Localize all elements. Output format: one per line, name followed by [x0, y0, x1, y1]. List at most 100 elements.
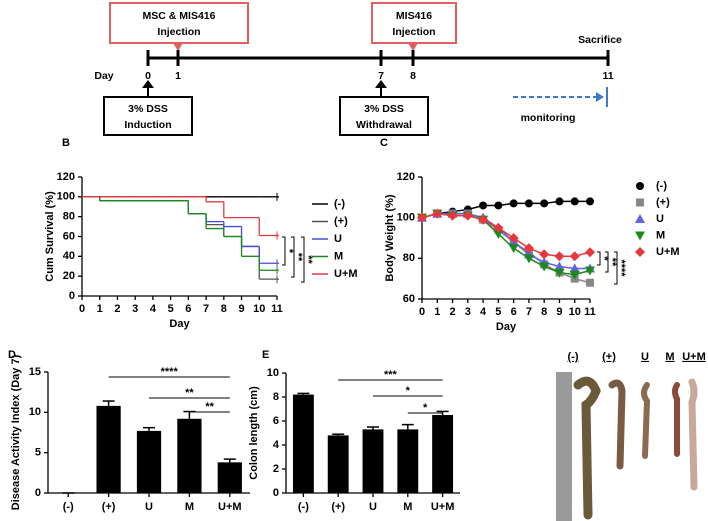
x-tick-label: 10	[569, 306, 581, 318]
y-tick-label: 20	[63, 270, 75, 282]
significance: **	[606, 258, 618, 267]
x-tick-label: M	[185, 501, 194, 513]
legend-label: (-)	[334, 198, 345, 210]
marker	[635, 231, 645, 241]
marker	[494, 201, 503, 210]
y-tick-label: 0	[69, 290, 75, 302]
series-line	[421, 212, 591, 276]
marker	[585, 266, 595, 276]
photo-label: U+M	[682, 351, 706, 363]
significance: *	[283, 249, 295, 254]
day: 0	[145, 70, 151, 82]
x-tick-label: 8	[221, 303, 227, 315]
significance: ****	[161, 366, 179, 378]
day: 11	[602, 70, 613, 82]
marker	[509, 199, 518, 208]
x-tick-label: (-)	[63, 501, 74, 513]
y-tick-label: 120	[57, 171, 75, 183]
marker	[508, 233, 519, 243]
significance: *	[423, 402, 428, 414]
sacrifice: Sacrifice	[578, 34, 622, 46]
bar	[362, 429, 384, 493]
x-tick-label: 3	[132, 303, 138, 315]
x-tick-label: 2	[449, 306, 455, 318]
x-tick-label: 10	[253, 303, 265, 315]
y-tick-label: 60	[403, 293, 415, 305]
bar	[136, 430, 162, 493]
marker	[417, 212, 427, 223]
significance: **	[185, 387, 194, 399]
photo-label: U	[641, 351, 649, 363]
significance: ****	[615, 259, 627, 277]
x-tick-label: (+)	[331, 501, 345, 513]
day-label: Day	[94, 70, 113, 82]
legend-label: U+M	[334, 268, 358, 280]
marker	[554, 251, 565, 262]
x-tick-label: 4	[150, 303, 157, 315]
box-text: Injection	[392, 26, 435, 38]
x-tick-label: 11	[584, 306, 596, 318]
significance: *	[598, 256, 610, 261]
x-tick-label: 7	[203, 303, 209, 315]
box-text: MIS416	[396, 10, 432, 22]
panel-label: D	[8, 349, 16, 361]
y-tick-label: 6	[273, 415, 279, 427]
marker	[462, 210, 473, 221]
marker	[586, 197, 594, 206]
significance-bracket	[291, 236, 295, 278]
arrow	[375, 80, 387, 88]
x-tick-label: 0	[79, 303, 85, 315]
bar	[432, 415, 454, 493]
y-axis-label: Colon length (cm)	[248, 386, 260, 480]
x-tick-label: 11	[271, 303, 283, 315]
bar	[96, 405, 121, 493]
x-tick-label: (-)	[298, 501, 309, 513]
marker	[635, 214, 645, 223]
x-tick-label: 1	[434, 306, 440, 318]
y-tick-label: 2	[273, 463, 279, 475]
day: 1	[175, 70, 181, 82]
marker	[523, 254, 534, 264]
marker	[635, 247, 645, 257]
x-tick-label: U+M	[218, 501, 242, 513]
marker	[569, 251, 580, 262]
x-tick-label: 6	[511, 306, 517, 318]
legend-label: M	[334, 250, 343, 262]
marker	[569, 270, 580, 280]
y-tick-label: 80	[403, 252, 415, 264]
x-tick-label: M	[403, 501, 412, 513]
x-tick-label: U+M	[431, 501, 455, 513]
series-line	[421, 212, 591, 284]
bar	[397, 429, 419, 493]
marker	[554, 268, 565, 278]
x-tick-label: 5	[495, 306, 501, 318]
marker	[524, 199, 533, 208]
panel-label: C	[380, 137, 388, 149]
monitor-arrow	[596, 92, 604, 102]
marker	[447, 210, 458, 221]
marker	[432, 208, 443, 219]
marker	[508, 244, 519, 254]
x-tick-label: 9	[238, 303, 244, 315]
legend-label: (+)	[656, 196, 670, 208]
x-tick-label: 7	[526, 306, 532, 318]
significance: ***	[384, 369, 398, 381]
x-tick-label: (+)	[102, 501, 116, 513]
marker	[523, 243, 534, 254]
significance-bracket	[282, 236, 286, 266]
y-tick-label: 10	[267, 367, 279, 379]
dss-box	[103, 96, 193, 136]
significance-bracket	[597, 251, 601, 266]
marker	[586, 278, 594, 287]
y-tick-label: 15	[29, 366, 41, 378]
x-tick-label: 4	[480, 306, 487, 318]
day: 7	[378, 70, 384, 82]
box-text: Injection	[157, 26, 200, 38]
x-tick-label: 8	[541, 306, 547, 318]
y-tick-label: 4	[273, 439, 280, 451]
panel-label: B	[62, 137, 70, 149]
x-tick-label: U	[145, 501, 153, 513]
arrow	[408, 43, 418, 51]
y-tick-label: 80	[63, 211, 75, 223]
y-tick-label: 120	[397, 171, 415, 183]
